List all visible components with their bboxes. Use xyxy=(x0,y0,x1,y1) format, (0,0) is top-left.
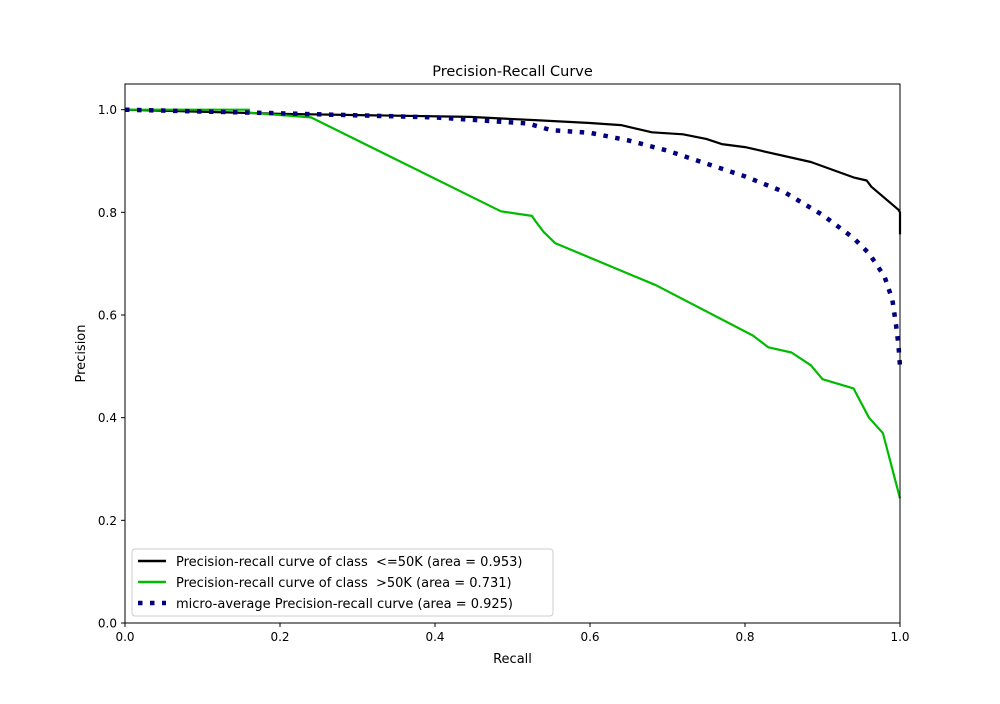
x-tick-label: 0.2 xyxy=(270,630,289,644)
x-tick-label: 0.4 xyxy=(425,630,444,644)
x-tick-label: 0.0 xyxy=(115,630,134,644)
y-axis-label: Precision xyxy=(74,324,89,382)
x-axis-label: Recall xyxy=(493,652,532,667)
y-tick-label: 0.6 xyxy=(98,309,117,323)
x-tick-label: 0.6 xyxy=(580,630,599,644)
x-tick-label: 0.8 xyxy=(735,630,754,644)
legend-label-2: micro-average Precision-recall curve (ar… xyxy=(176,597,513,612)
y-tick-label: 0.2 xyxy=(98,514,117,528)
legend-box xyxy=(131,548,554,617)
y-tick-label: 0.0 xyxy=(98,617,117,631)
chart-title: Precision-Recall Curve xyxy=(432,64,593,80)
legend: Precision-recall curve of class <=50K (a… xyxy=(131,548,554,617)
y-tick-label: 1.0 xyxy=(98,103,117,117)
series-line-2 xyxy=(124,107,903,367)
series-line-1 xyxy=(125,108,902,499)
series-line-0 xyxy=(124,108,902,235)
x-tick-label: 1.0 xyxy=(890,630,909,644)
legend-label-1: Precision-recall curve of class >50K (ar… xyxy=(176,576,512,591)
legend-label-0: Precision-recall curve of class <=50K (a… xyxy=(176,555,522,570)
y-tick-label: 0.8 xyxy=(98,206,117,220)
y-tick-label: 0.4 xyxy=(98,411,117,425)
axes-frame xyxy=(124,83,901,624)
